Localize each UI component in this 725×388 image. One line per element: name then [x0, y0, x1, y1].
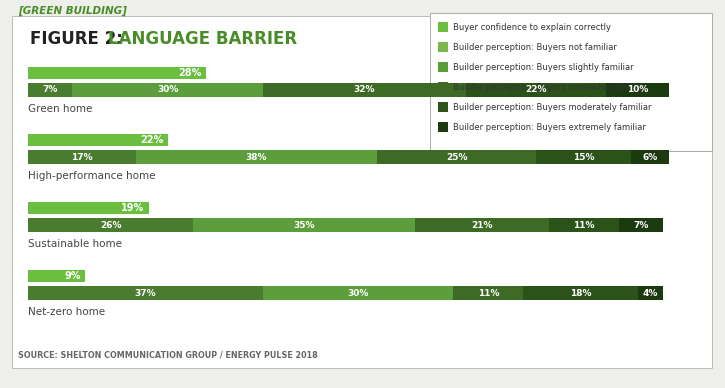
Bar — [438, 82, 448, 92]
Bar — [438, 122, 448, 132]
Text: Net-zero home: Net-zero home — [28, 307, 105, 317]
Text: Sustainable home: Sustainable home — [28, 239, 122, 249]
Bar — [28, 218, 193, 232]
Text: 26%: 26% — [100, 220, 121, 229]
Text: 28%: 28% — [178, 68, 202, 78]
Bar — [377, 150, 536, 164]
Text: Builder perception: Buyers moderately familiar: Builder perception: Buyers moderately fa… — [453, 102, 652, 111]
Text: [GREEN BUILDING]: [GREEN BUILDING] — [18, 6, 127, 16]
Text: SOURCE: SHELTON COMMUNICATION GROUP / ENERGY PULSE 2018: SOURCE: SHELTON COMMUNICATION GROUP / EN… — [18, 351, 318, 360]
Text: LANGUAGE BARRIER: LANGUAGE BARRIER — [108, 30, 297, 48]
Text: 30%: 30% — [347, 289, 369, 298]
Text: 4%: 4% — [642, 289, 658, 298]
Bar — [453, 286, 523, 300]
Bar — [430, 13, 712, 151]
Text: 19%: 19% — [121, 203, 145, 213]
Text: 22%: 22% — [141, 135, 164, 145]
Bar — [263, 286, 453, 300]
Text: Green home: Green home — [28, 104, 92, 114]
Text: 22%: 22% — [525, 85, 547, 95]
Bar — [28, 270, 85, 282]
Bar — [193, 218, 415, 232]
Bar — [466, 83, 606, 97]
Text: Buyer confidence to explain correctly: Buyer confidence to explain correctly — [453, 23, 611, 31]
Text: 6%: 6% — [642, 152, 658, 161]
Bar — [28, 83, 72, 97]
Text: 11%: 11% — [573, 220, 594, 229]
Text: 17%: 17% — [71, 152, 93, 161]
Text: 35%: 35% — [294, 220, 315, 229]
Bar — [438, 102, 448, 112]
Bar — [28, 134, 167, 146]
Text: 7%: 7% — [43, 85, 58, 95]
Text: Builder perception: Buyers somewhat familiar: Builder perception: Buyers somewhat fami… — [453, 83, 647, 92]
Text: 37%: 37% — [135, 289, 157, 298]
Bar — [631, 150, 669, 164]
Text: FIGURE 2:: FIGURE 2: — [30, 30, 128, 48]
Bar — [438, 22, 448, 32]
Bar — [536, 150, 631, 164]
Bar — [136, 150, 377, 164]
Bar — [28, 150, 136, 164]
Text: 32%: 32% — [354, 85, 376, 95]
Bar — [637, 286, 663, 300]
Text: 38%: 38% — [246, 152, 268, 161]
Text: Builder perception: Buyers extremely familiar: Builder perception: Buyers extremely fam… — [453, 123, 646, 132]
Bar — [28, 202, 149, 214]
Text: 21%: 21% — [471, 220, 493, 229]
Text: Builder perception: Buyers not familiar: Builder perception: Buyers not familiar — [453, 43, 617, 52]
Bar — [523, 286, 637, 300]
Bar — [438, 62, 448, 72]
Bar — [549, 218, 618, 232]
Text: 10%: 10% — [627, 85, 648, 95]
Text: 11%: 11% — [478, 289, 499, 298]
Text: 30%: 30% — [157, 85, 178, 95]
Bar — [415, 218, 549, 232]
Text: High-performance home: High-performance home — [28, 171, 155, 181]
Text: 9%: 9% — [65, 271, 81, 281]
Text: 15%: 15% — [573, 152, 594, 161]
Bar — [618, 218, 663, 232]
Bar — [28, 286, 263, 300]
Text: 25%: 25% — [446, 152, 468, 161]
Bar — [72, 83, 263, 97]
Bar — [263, 83, 466, 97]
Bar — [606, 83, 669, 97]
Bar — [28, 67, 206, 79]
Text: 7%: 7% — [633, 220, 648, 229]
Text: 18%: 18% — [570, 289, 591, 298]
Text: Builder perception: Buyers slightly familiar: Builder perception: Buyers slightly fami… — [453, 62, 634, 71]
Bar — [438, 42, 448, 52]
